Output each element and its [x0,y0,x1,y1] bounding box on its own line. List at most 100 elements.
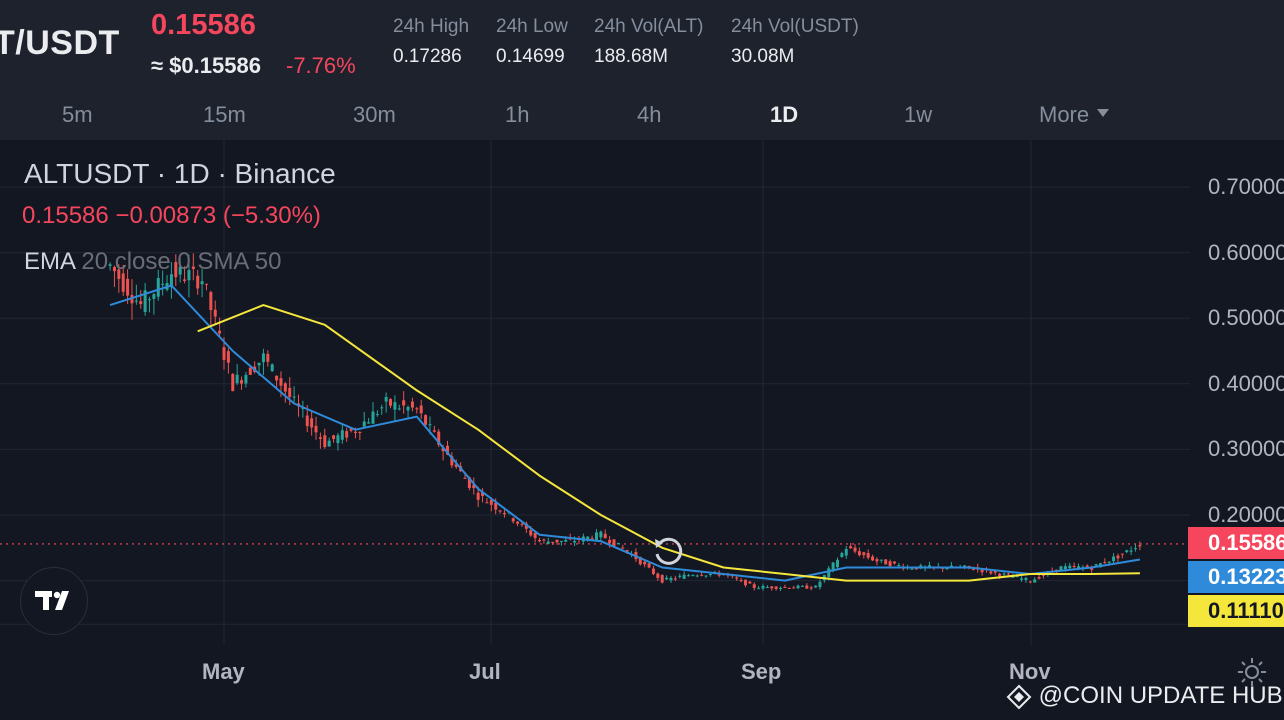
candle-body [301,407,305,409]
candle-body [117,269,121,279]
chart-symbol-legend: ALTUSDT · 1D · Binance [24,158,336,189]
stat-value: 0.14699 [496,46,565,67]
candle-body [805,585,809,589]
usd-price: ≈ $0.15586 [151,53,261,78]
tab-30m[interactable]: 30m [353,102,396,127]
candle-body [314,425,318,433]
tab-4h[interactable]: 4h [637,102,662,127]
candle-body [643,561,647,565]
candle-body [971,569,975,571]
candle-body [761,585,765,589]
candle-body [450,456,454,466]
candle-body [437,431,441,445]
candle-body [1063,566,1067,570]
candle-body [892,561,896,564]
candle-body [704,575,708,577]
candle-body [362,421,366,427]
candle-body [612,539,616,547]
tab-more-label: More [1039,102,1090,127]
candle-body [134,300,138,302]
candle-body [586,536,590,540]
candle-body [200,281,204,285]
candle-body [1015,576,1019,578]
trading-pair-title[interactable]: T/USDT [0,24,120,62]
candle-body [511,518,515,522]
candle-body [700,574,704,576]
candle-body [384,396,388,402]
candle-body [380,407,384,409]
candle-body [928,565,932,568]
tab-15m[interactable]: 15m [203,102,246,127]
candle-body [1120,553,1124,555]
candle-body [555,539,559,543]
last-price: 0.15586 [151,9,256,41]
candle-body [665,577,669,580]
caret-down-icon [1097,109,1110,118]
candle-body [875,559,879,562]
candle-body [148,299,152,301]
candle-body [559,540,563,542]
candle-body [1085,565,1089,568]
candle-body [1077,566,1081,570]
candle-body [551,541,555,543]
candle-body [1037,577,1041,579]
sma-price-tag: 0.11110 [1188,595,1284,627]
candle-body [275,375,279,381]
candle-body [279,378,283,386]
y-axis-label: 0.50000 [1208,305,1284,331]
indicator-params: 20 close 0 SMA 50 [81,248,282,275]
candle-body [336,435,340,444]
candle-body [599,531,603,538]
candle-body [748,581,752,584]
candle-body [871,556,875,561]
candle-body [375,414,379,416]
candle-body [178,266,182,275]
candle-body [481,492,485,496]
candle-body [270,364,274,372]
candle-body [428,424,432,426]
candle-body [533,532,537,538]
candle-body [222,347,226,360]
reset-chart-icon[interactable] [650,534,686,570]
tab-5m[interactable]: 5m [62,102,93,127]
price-chart[interactable] [0,140,1284,720]
candle-body [1094,564,1098,566]
candle-body [757,588,761,590]
candle-body [516,521,520,524]
candle-body [542,539,546,541]
candle-body [849,546,853,549]
tab-more[interactable]: More [1039,102,1110,128]
tab-1w[interactable]: 1w [904,102,933,127]
candle-body [410,401,414,408]
candle-body [1138,545,1142,547]
stat-value: 0.17286 [393,46,462,67]
candle-body [349,428,353,431]
candle-body [323,435,327,448]
candle-body [945,568,949,570]
chart-canvas[interactable] [0,140,1284,720]
chart-settings-icon[interactable] [1236,656,1268,688]
candle-body [406,406,410,411]
indicator-legend[interactable]: EMA 20 close 0 SMA 50 [24,248,281,276]
candle-body [318,437,322,439]
candle-body [660,575,664,583]
candle-body [621,547,625,549]
candle-body [673,578,677,580]
tab-1h[interactable]: 1h [505,102,530,127]
candle-body [844,548,848,556]
candle-body [121,273,125,292]
chart-ohlc-legend: 0.15586 −0.00873 (−5.30%) [22,202,321,229]
tab-1d[interactable]: 1D [770,102,799,127]
stat-label: 24h High [393,16,470,37]
candle-body [213,309,217,317]
candle-body [678,575,682,577]
stat-24h-high: 24h High 0.17286 [393,16,469,68]
candle-body [489,499,493,505]
candle-body [520,523,524,525]
candle-body [910,568,914,570]
candle-body [327,440,331,447]
candle-body [310,418,314,428]
candle-body [669,577,673,581]
candle-body [340,430,344,440]
candle-body [818,581,822,588]
